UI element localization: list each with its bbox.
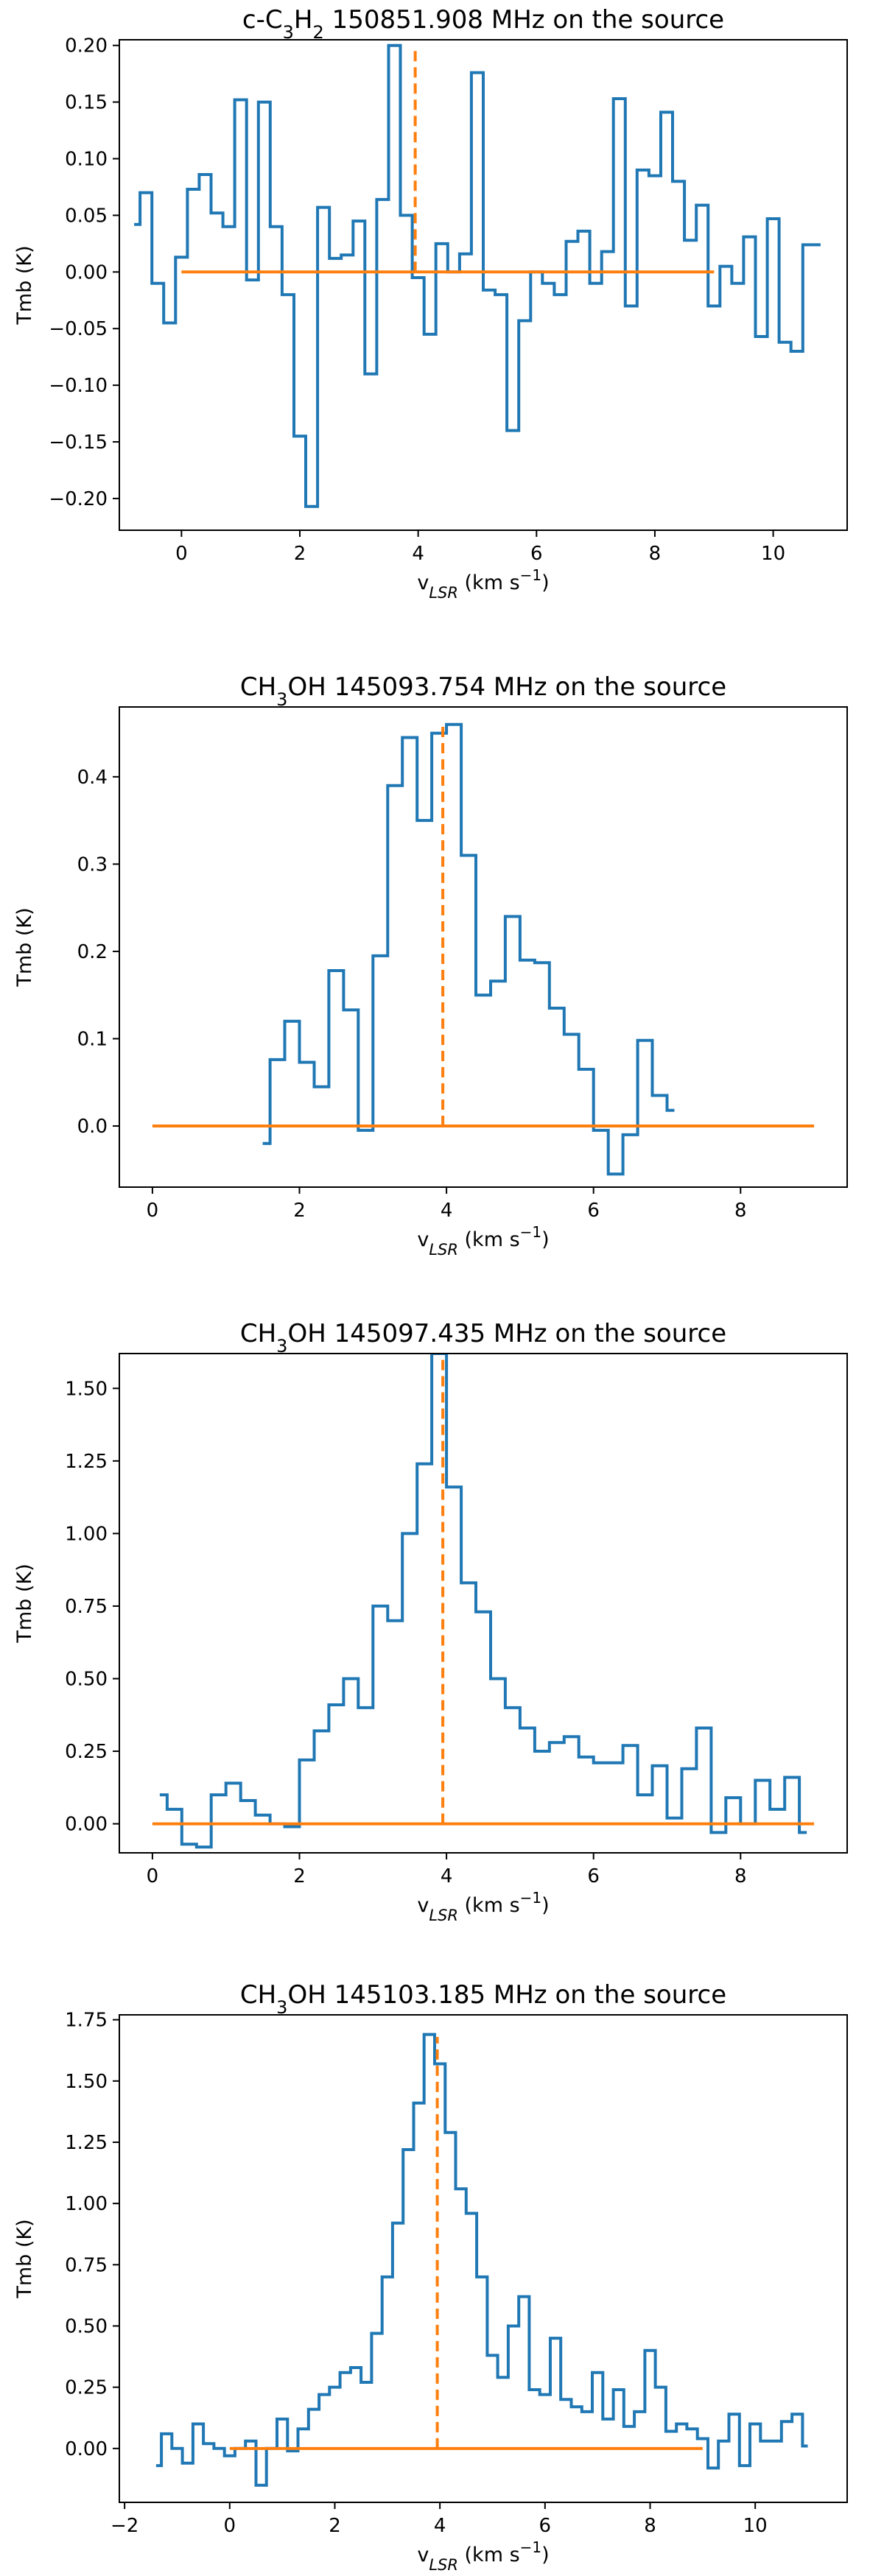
y-tick-label: 0.10 [65, 149, 108, 171]
y-axis-label: Tmb (K) [13, 1563, 36, 1643]
x-tick-label: 8 [734, 1200, 747, 1222]
y-tick-label: 0.75 [65, 1596, 108, 1618]
y-tick-label: 0.50 [65, 1668, 108, 1690]
spectrum-series [262, 722, 675, 1176]
y-axis-label: Tmb (K) [13, 245, 36, 325]
chart-panel-4: CH3OH 145103.185 MHz on the source −2 0 2 4 6… [13, 1980, 848, 2574]
x-tick-label: 6 [530, 543, 543, 565]
plot-area [152, 722, 815, 1176]
chart-title: CH3OH 145093.754 MHz on the source [240, 672, 726, 710]
y-tick-label: −0.15 [49, 432, 108, 454]
x-axis-label: vLSR (km s−1) [417, 566, 549, 602]
chart-panel-1: c-C3H2 150851.908 MHz on the source 0 2 4 6 8… [13, 5, 848, 602]
x-tick-label: 2 [293, 1865, 306, 1887]
x-tick-label: 10 [743, 2515, 768, 2537]
y-tick-label: 0.00 [65, 1814, 108, 1836]
axes-frame [119, 2014, 848, 2503]
x-tick-label: 4 [434, 2515, 446, 2537]
chart-title: CH3OH 145097.435 MHz on the source [240, 1319, 726, 1356]
plot-area [152, 1354, 815, 1849]
x-tick-label: 4 [412, 543, 424, 565]
y-tick-label: −0.20 [49, 488, 108, 510]
x-axis-label: vLSR (km s−1) [417, 1889, 549, 1924]
y-tick-label: 0.15 [65, 92, 108, 114]
y-tick-label: 0.4 [77, 767, 108, 789]
y-tick-label: 0.1 [77, 1028, 108, 1050]
spectrum-series [134, 43, 821, 508]
x-axis-label: vLSR (km s−1) [417, 2538, 549, 2574]
x-tick-label: 8 [644, 2515, 656, 2537]
y-tick-label: 0.3 [77, 854, 108, 876]
y-tick-label: 1.25 [65, 2132, 108, 2154]
x-tick-label: 2 [329, 2515, 341, 2537]
y-tick-label: 0.00 [65, 2438, 108, 2460]
x-tick-label: 8 [649, 543, 662, 565]
plot-area [134, 43, 821, 508]
x-tick-label: 8 [734, 1865, 747, 1887]
spectrum-series [159, 1354, 807, 1849]
x-tick-label: 0 [224, 2515, 236, 2537]
axes-frame [119, 706, 848, 1188]
axes-frame [119, 1353, 848, 1854]
x-tick-label: 10 [761, 543, 785, 565]
y-tick-label: 0.75 [65, 2254, 108, 2276]
x-tick-label: 0 [147, 1200, 159, 1222]
y-tick-label: 0.00 [65, 261, 108, 284]
y-tick-label: 0.2 [77, 941, 108, 963]
x-tick-label: 4 [441, 1200, 453, 1222]
y-axis-label: Tmb (K) [13, 2219, 36, 2298]
axes-frame [119, 39, 848, 531]
y-tick-label: 1.00 [65, 2193, 108, 2215]
x-tick-label: −2 [110, 2515, 138, 2537]
chart-title: CH3OH 145103.185 MHz on the source [240, 1980, 726, 2018]
y-tick-label: 1.50 [65, 2071, 108, 2093]
y-tick-label: 0.50 [65, 2315, 108, 2337]
y-tick-label: 0.25 [65, 2377, 108, 2399]
y-tick-label: 1.25 [65, 1451, 108, 1473]
y-tick-label: 0.05 [65, 205, 108, 227]
x-tick-label: 4 [441, 1865, 453, 1887]
x-tick-label: 6 [587, 1200, 600, 1222]
x-tick-label: 0 [147, 1865, 159, 1887]
y-tick-label: −0.10 [49, 375, 108, 397]
spectrum-series [155, 2033, 808, 2487]
x-axis-label: vLSR (km s−1) [417, 1223, 549, 1259]
y-tick-label: 0.25 [65, 1741, 108, 1763]
plot-area [155, 2033, 808, 2487]
y-tick-label: −0.05 [49, 318, 108, 340]
x-tick-label: 6 [539, 2515, 552, 2537]
chart-panel-2: CH3OH 145093.754 MHz on the source 0 2 4 6 8 0… [13, 672, 848, 1259]
y-axis-label: Tmb (K) [13, 907, 36, 987]
y-tick-label: 1.00 [65, 1523, 108, 1545]
x-tick-label: 2 [293, 1200, 306, 1222]
y-tick-label: 1.50 [65, 1378, 108, 1400]
x-tick-label: 6 [587, 1865, 600, 1887]
y-tick-label: 1.75 [65, 2010, 108, 2032]
x-tick-label: 0 [175, 543, 188, 565]
y-tick-label: 0.0 [77, 1116, 108, 1138]
chart-panel-3: CH3OH 145097.435 MHz on the source 0 2 4 6 8 0… [13, 1319, 848, 1924]
chart-title: c-C3H2 150851.908 MHz on the source [242, 5, 724, 43]
x-tick-label: 2 [294, 543, 306, 565]
y-tick-label: 0.20 [65, 35, 108, 57]
